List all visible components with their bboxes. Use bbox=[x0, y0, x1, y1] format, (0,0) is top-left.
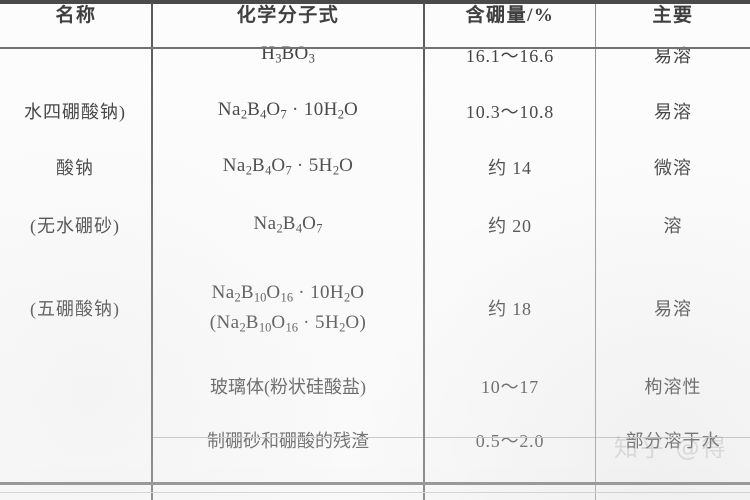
table-row: 玻璃体(粉状硅酸盐) 10～17 枸溶性 bbox=[0, 360, 750, 412]
cell-name: 酸钠 bbox=[56, 158, 94, 178]
cell-formula: Na2B4O7 · 10H2O bbox=[217, 99, 359, 122]
table-row: 酸钠 Na2B4O7 · 5H2O 约 14 微溶 bbox=[0, 139, 750, 195]
column-header-name: 名称 bbox=[55, 5, 97, 26]
cell-boron-content: 约 18 bbox=[488, 298, 532, 319]
cell-name: (无水硼砂) bbox=[30, 216, 120, 236]
boron-compounds-table: 名称 化学分子式 含硼量/% 主要 H3BO3 bbox=[0, 0, 750, 467]
cell-formula: Na2B10O16 · 10H2O (Na2B10O16 · 5H2O) bbox=[209, 281, 367, 334]
table-header-row: 名称 化学分子式 含硼量/% 主要 bbox=[0, 0, 750, 27]
cell-name bbox=[0, 360, 152, 412]
table-row: (五硼酸钠) Na2B10O16 · 10H2O (Na2B10O16 · 5H2… bbox=[0, 255, 750, 360]
cell-formula: Na2B4O7 bbox=[253, 213, 323, 236]
cell-solubility: 易溶 bbox=[654, 46, 692, 66]
table-top-rule bbox=[0, 0, 750, 4]
column-divider-2 bbox=[423, 0, 425, 500]
cell-solubility: 部分溶于水 bbox=[625, 430, 721, 451]
cell-formula: 制硼砂和硼酸的残渣 bbox=[207, 430, 369, 451]
table-header-rule bbox=[0, 47, 750, 49]
column-header-formula: 化学分子式 bbox=[236, 5, 340, 26]
table-row: H3BO3 16.1～16.6 易溶 bbox=[0, 27, 750, 83]
cell-boron-content: 10～17 bbox=[481, 377, 539, 397]
cell-formula: 玻璃体(粉状硅酸盐) bbox=[210, 377, 366, 397]
cell-boron-content: 0.5～2.0 bbox=[475, 430, 545, 451]
table-row: 制硼砂和硼酸的残渣 0.5～2.0 部分溶于水 bbox=[0, 412, 750, 467]
column-divider-1 bbox=[151, 0, 153, 500]
cell-solubility: 枸溶性 bbox=[644, 377, 702, 397]
cell-formula: Na2B4O7 · 5H2O bbox=[222, 155, 354, 178]
cell-boron-content: 10.3～10.8 bbox=[465, 102, 555, 122]
column-divider-3 bbox=[595, 0, 596, 500]
cell-solubility: 易溶 bbox=[654, 298, 692, 319]
cell-boron-content: 约 14 bbox=[488, 158, 532, 178]
column-header-boron-content: 含硼量/% bbox=[465, 5, 555, 26]
table-bottom-rule bbox=[0, 482, 750, 485]
cell-solubility: 溶 bbox=[663, 216, 683, 236]
table-bottom-rule-secondary bbox=[0, 492, 750, 493]
table-row: 水四硼酸钠) Na2B4O7 · 10H2O 10.3～10.8 易溶 bbox=[0, 83, 750, 139]
cell-name bbox=[0, 27, 152, 83]
cell-boron-content: 16.1～16.6 bbox=[465, 46, 555, 66]
cell-solubility: 易溶 bbox=[654, 102, 692, 122]
cell-name bbox=[0, 412, 152, 467]
cell-name: 水四硼酸钠) bbox=[24, 102, 126, 122]
column-header-solubility: 主要 bbox=[652, 5, 694, 26]
cell-formula: H3BO3 bbox=[261, 43, 315, 66]
table-penultimate-rule bbox=[152, 437, 750, 438]
table-row: (无水硼砂) Na2B4O7 约 20 溶 bbox=[0, 195, 750, 255]
cell-boron-content: 约 20 bbox=[488, 216, 532, 236]
cell-name: (五硼酸钠) bbox=[30, 298, 120, 319]
cell-solubility: 微溶 bbox=[654, 158, 692, 178]
